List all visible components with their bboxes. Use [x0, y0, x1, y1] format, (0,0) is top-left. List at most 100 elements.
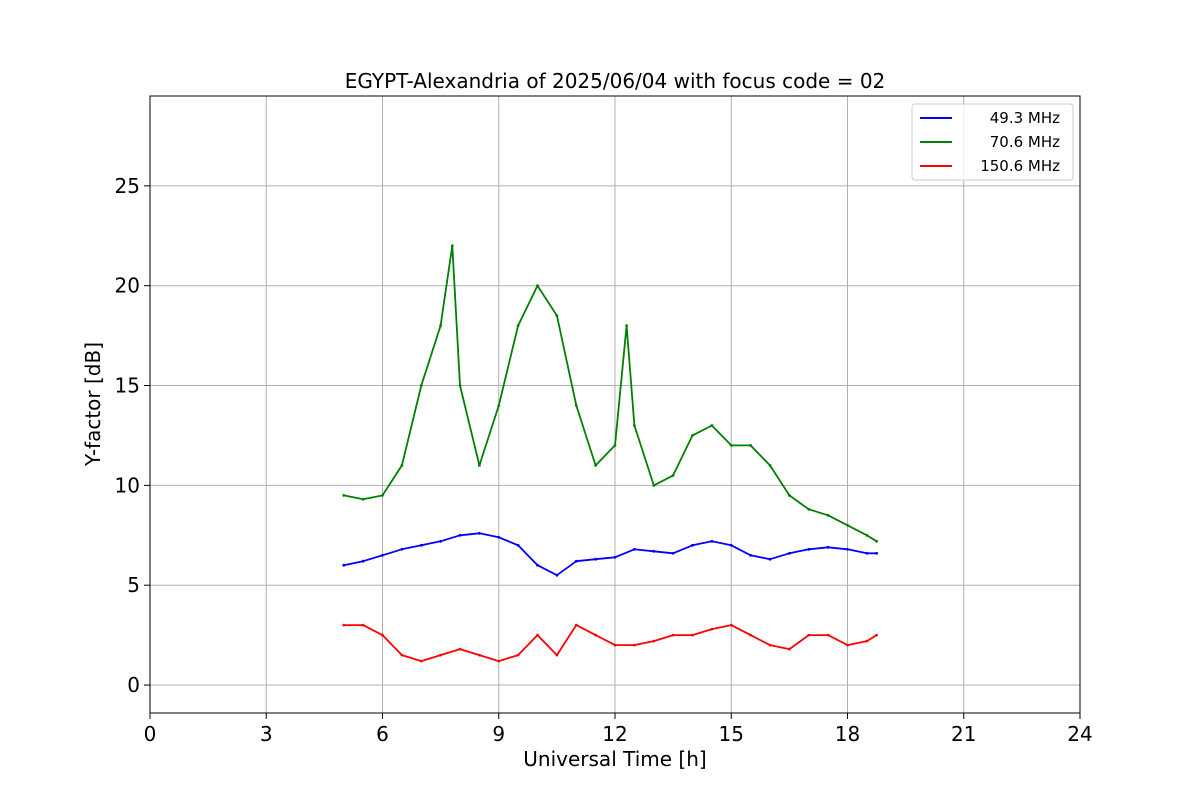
x-tick-label: 21 [951, 722, 976, 746]
data-point-70-6-mhz [625, 324, 628, 327]
y-tick-label: 20 [115, 274, 140, 298]
data-point-49-3-mhz [865, 551, 869, 555]
data-point-150-6-mhz [875, 633, 878, 637]
y-tick-label: 5 [127, 573, 140, 597]
legend-label-150-6-mhz: 150.6 MHz [980, 157, 1060, 175]
data-point-150-6-mhz [574, 623, 578, 627]
x-tick-label: 0 [144, 722, 157, 746]
data-point-150-6-mhz [691, 633, 694, 637]
data-point-49-3-mhz [633, 547, 636, 551]
data-point-70-6-mhz [826, 513, 830, 517]
data-point-49-3-mhz [846, 547, 849, 551]
series-layer [342, 244, 878, 663]
data-point-150-6-mhz [749, 633, 752, 637]
data-point-49-3-mhz [497, 535, 501, 539]
data-point-150-6-mhz [594, 633, 597, 637]
data-point-70-6-mhz [865, 533, 869, 537]
data-point-49-3-mhz [439, 539, 442, 543]
data-point-49-3-mhz [536, 563, 539, 567]
data-point-70-6-mhz [875, 539, 878, 543]
data-point-70-6-mhz [342, 494, 346, 497]
data-point-49-3-mhz [729, 543, 733, 547]
data-point-150-6-mhz [710, 627, 714, 631]
data-point-70-6-mhz [846, 523, 849, 527]
data-point-150-6-mhz [555, 653, 559, 657]
data-point-70-6-mhz [361, 497, 365, 501]
grid-layer [149, 96, 1081, 713]
data-point-49-3-mhz [807, 547, 811, 551]
y-axis-label: Y-factor [dB] [81, 342, 105, 467]
data-point-150-6-mhz [729, 623, 733, 627]
data-point-70-6-mhz [768, 464, 772, 467]
data-point-70-6-mhz [400, 464, 404, 467]
data-point-150-6-mhz [846, 643, 849, 647]
tick-layer: 0 3 6 9 12 15 18 21 24 0 5 10 15 20 25 [115, 174, 1093, 746]
data-point-49-3-mhz [458, 533, 462, 537]
data-point-70-6-mhz [574, 404, 578, 407]
data-point-49-3-mhz [419, 543, 423, 547]
y-tick-label: 25 [115, 174, 140, 198]
data-point-49-3-mhz [710, 539, 714, 543]
data-point-49-3-mhz [691, 543, 694, 547]
data-point-49-3-mhz [400, 547, 404, 551]
chart-title: EGYPT-Alexandria of 2025/06/04 with focu… [345, 69, 886, 93]
data-point-150-6-mhz [516, 653, 520, 657]
data-point-70-6-mhz [458, 384, 462, 387]
data-point-150-6-mhz [381, 633, 384, 637]
data-point-49-3-mhz [671, 551, 675, 555]
data-point-70-6-mhz [536, 284, 539, 288]
data-point-49-3-mhz [875, 551, 878, 555]
data-point-49-3-mhz [361, 559, 365, 563]
data-point-70-6-mhz [419, 384, 423, 387]
data-point-150-6-mhz [361, 623, 365, 627]
data-point-49-3-mhz [826, 545, 830, 549]
y-tick-label: 10 [115, 473, 140, 497]
data-point-70-6-mhz [516, 324, 520, 327]
data-point-70-6-mhz [749, 444, 752, 447]
data-point-49-3-mhz [613, 555, 617, 559]
data-point-70-6-mhz [478, 464, 481, 467]
data-point-49-3-mhz [574, 559, 578, 563]
data-point-70-6-mhz [710, 424, 714, 427]
x-tick-label: 18 [835, 722, 860, 746]
data-point-150-6-mhz [807, 633, 811, 637]
data-point-150-6-mhz [671, 633, 675, 637]
series-line-70-6-mhz [343, 244, 878, 543]
x-tick-label: 9 [492, 722, 505, 746]
data-point-70-6-mhz [555, 314, 559, 317]
data-point-70-6-mhz [381, 494, 384, 497]
x-tick-label: 3 [260, 722, 273, 746]
x-tick-label: 6 [376, 722, 389, 746]
data-point-150-6-mhz [458, 647, 462, 651]
data-point-70-6-mhz [652, 484, 656, 487]
data-point-70-6-mhz [671, 474, 675, 477]
data-point-70-6-mhz [807, 507, 811, 511]
data-point-49-3-mhz [768, 557, 772, 561]
data-point-150-6-mhz [497, 659, 501, 663]
legend-items: 49.3 MHz 70.6 MHz 150.6 MHz [920, 109, 1060, 175]
data-point-49-3-mhz [342, 563, 346, 567]
data-point-49-3-mhz [381, 553, 384, 557]
series-line-49-3-mhz [343, 532, 877, 577]
y-tick-label: 15 [115, 374, 140, 398]
data-point-70-6-mhz [497, 404, 501, 407]
data-point-150-6-mhz [826, 633, 830, 637]
data-point-70-6-mhz [729, 444, 733, 447]
x-tick-label: 12 [602, 722, 627, 746]
data-point-150-6-mhz [439, 653, 442, 657]
data-point-49-3-mhz [652, 549, 656, 553]
legend-box [911, 103, 1074, 181]
data-point-150-6-mhz [536, 633, 539, 637]
legend: 49.3 MHz 70.6 MHz 150.6 MHz [911, 103, 1074, 181]
data-point-49-3-mhz [478, 531, 481, 535]
data-point-49-3-mhz [594, 557, 597, 561]
data-point-70-6-mhz [633, 424, 636, 427]
data-point-49-3-mhz [749, 553, 752, 557]
data-point-70-6-mhz [439, 324, 442, 327]
data-point-150-6-mhz [865, 639, 869, 643]
data-point-49-3-mhz [555, 573, 559, 577]
data-point-70-6-mhz [613, 444, 617, 447]
data-point-150-6-mhz [342, 623, 346, 627]
